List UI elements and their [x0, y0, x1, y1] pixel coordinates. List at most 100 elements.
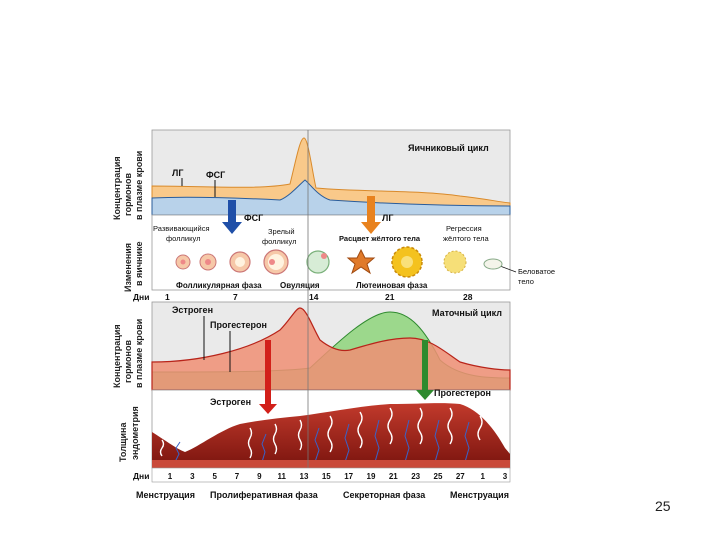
white-body-line2: тело — [518, 277, 534, 286]
follicle-antrum-4 — [268, 254, 284, 270]
lh-label: ЛГ — [172, 168, 183, 178]
vessel-6 — [404, 419, 410, 463]
panel2-side-label: Изменения в яичнике — [123, 241, 144, 292]
gland-5 — [327, 415, 333, 453]
corpus-luteum-core — [401, 256, 413, 268]
estrogen-curve — [151, 307, 511, 391]
day-bottom-tick: 21 — [389, 472, 398, 481]
fsh-curve — [151, 179, 511, 216]
developing-follicle-line2: фолликул — [166, 234, 200, 243]
mature-follicle-line2: фолликул — [262, 237, 296, 246]
lh-arrow-shaft — [367, 196, 375, 222]
follicle-antrum-3 — [235, 257, 245, 267]
day-bottom-tick: 3 — [190, 472, 195, 481]
white-body-line1: Беловатое — [518, 267, 555, 276]
developing-follicle-line1: Развивающийся — [153, 224, 210, 233]
mature-follicle-line1: Зрелый — [268, 227, 295, 236]
day-bottom-tick: 9 — [257, 472, 262, 481]
phase-ovulation: Овуляция — [280, 281, 320, 290]
panel3-title: Маточный цикл — [432, 308, 502, 318]
gland-7 — [387, 407, 393, 445]
uterine-progesterone-label: Прогестерон — [210, 320, 267, 330]
estrogen-arrow-head — [259, 404, 277, 414]
corpus-luteum-regression-line1: Регрессия — [446, 224, 482, 233]
panel3-side-line-1: Концентрация — [112, 324, 122, 388]
phase-luteal: Лютеиновая фаза — [356, 281, 428, 290]
day-top-14: 14 — [309, 292, 319, 302]
day-bottom-tick: 7 — [235, 472, 240, 481]
days-axis-bottom: 1 3 5 7 9 11 13 15 17 19 21 23 25 27 1 3 — [168, 472, 508, 481]
follicle-oocyte-4 — [269, 259, 275, 265]
lh-arrow-head — [361, 222, 381, 234]
vessel-3 — [314, 427, 320, 463]
corpus-luteum-regression-icon — [443, 250, 467, 274]
vessel-2 — [261, 433, 267, 463]
phase-follicular: Фолликулярная фаза — [176, 281, 262, 290]
progesterone-arrow-shaft — [422, 340, 428, 390]
day-bottom-tick: 17 — [344, 472, 353, 481]
ovary-annotations: Развивающийся фолликул Зрелый фолликул Р… — [153, 224, 555, 286]
phase-proliferative: Пролиферативная фаза — [210, 490, 319, 500]
panel3-side-label: Концентрация гормонов в плазме крови — [112, 319, 144, 388]
phase-menstruation-2: Менструация — [450, 490, 509, 500]
panel2-side-line-2: в яичнике — [134, 241, 144, 286]
day-bottom-tick: 23 — [411, 472, 420, 481]
panel1-side-line-3: в плазме крови — [134, 151, 144, 220]
fsh-label: ФСГ — [206, 170, 225, 180]
gland-3 — [272, 423, 278, 455]
day-bottom-tick: 13 — [300, 472, 309, 481]
white-body-pointer — [499, 265, 517, 273]
day-top-28: 28 — [463, 292, 473, 302]
day-bottom-tick: 25 — [434, 472, 443, 481]
lh-arrow-label: ЛГ — [382, 213, 393, 223]
endometrium-vessels — [174, 419, 470, 463]
released-oocyte — [321, 253, 327, 259]
days-top-label: Дни — [133, 292, 149, 302]
white-body-icon — [483, 258, 503, 270]
uterine-phase-bar: Менструация Пролиферативная фаза Секрето… — [136, 490, 509, 500]
day-top-1: 1 — [165, 292, 170, 302]
panel3-side-line-3: в плазме крови — [134, 319, 144, 388]
day-top-21: 21 — [385, 292, 395, 302]
panel4-side-label: Толщина эндометрия — [118, 406, 140, 462]
endometrium-base — [152, 460, 510, 468]
follicle-oocyte-2 — [205, 259, 211, 265]
uterine-estrogen-label: Эстроген — [172, 305, 213, 315]
day-bottom-tick: 3 — [503, 472, 508, 481]
panel4-side-line-1: Толщина — [118, 422, 128, 462]
vessel-5 — [374, 419, 380, 463]
day-bottom-tick: 1 — [168, 472, 173, 481]
day-bottom-tick: 11 — [277, 472, 286, 481]
vessel-4 — [344, 423, 350, 463]
estrogen-arrow-shaft — [265, 340, 271, 404]
day-bottom-tick: 1 — [480, 472, 485, 481]
gland-6 — [357, 411, 363, 449]
slide-number: 25 — [655, 498, 671, 514]
ovarian-phase-bar: Фолликулярная фаза Овуляция Лютеиновая ф… — [176, 281, 428, 290]
day-bottom-tick: 19 — [367, 472, 376, 481]
phase-secretory: Секреторная фаза — [343, 490, 426, 500]
panel1-side-line-1: Концентрация — [112, 156, 122, 220]
endometrium-estrogen-label: Эстроген — [210, 397, 251, 407]
gland-9 — [447, 407, 453, 445]
days-bottom-strip — [151, 467, 511, 483]
vessel-7 — [434, 419, 440, 463]
gland-10 — [477, 415, 483, 441]
panel4-side-line-2: эндометрия — [130, 406, 140, 460]
gland-4 — [297, 419, 303, 451]
phase-menstruation-1: Менструация — [136, 490, 195, 500]
fsh-arrow-shaft — [228, 200, 236, 222]
gland-2 — [247, 427, 253, 459]
gland-8 — [417, 407, 423, 445]
fsh-arrow-head — [222, 222, 242, 234]
corpus-luteum-early-icon — [346, 248, 376, 275]
days-bottom-label: Дни — [133, 471, 149, 481]
corpus-luteum-regression-line2: жёлтого тела — [443, 234, 490, 243]
endometrium-progesterone-label: Прогестерон — [434, 388, 491, 398]
corpus-luteum-bloom: Расцвет жёлтого тела — [339, 234, 421, 243]
lh-curve — [151, 137, 511, 216]
panel3-side-line-2: гормонов — [123, 340, 133, 383]
vessel-8 — [464, 421, 470, 463]
day-bottom-tick: 27 — [456, 472, 465, 481]
